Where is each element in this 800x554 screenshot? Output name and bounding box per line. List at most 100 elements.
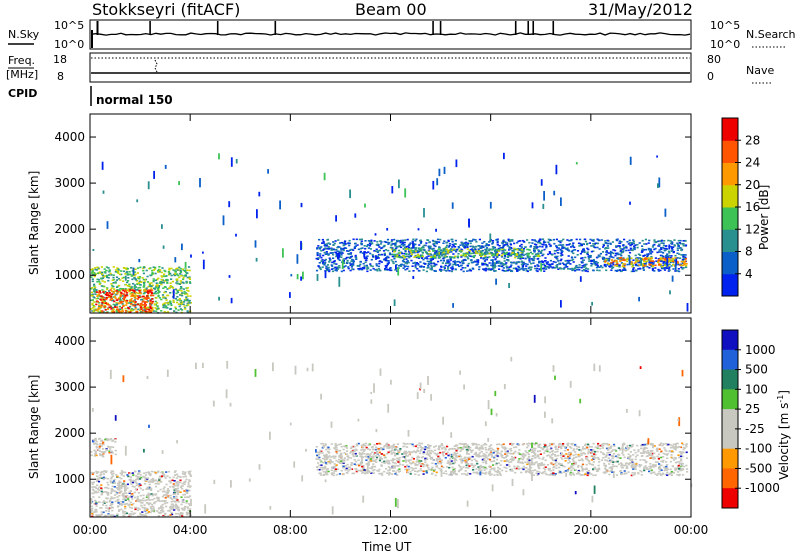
data-cell	[141, 506, 144, 509]
data-cell	[404, 261, 407, 264]
data-cell	[90, 505, 93, 508]
data-cell	[510, 264, 513, 266]
data-cell	[605, 269, 608, 272]
data-cell	[517, 247, 520, 250]
data-cell	[132, 479, 135, 482]
data-cell	[145, 298, 148, 301]
data-cell	[510, 254, 513, 257]
data-cell	[661, 267, 665, 270]
data-cell	[149, 311, 152, 313]
data-cell	[150, 285, 153, 287]
data-cell	[346, 459, 349, 461]
data-cell	[391, 253, 394, 256]
data-cell	[542, 241, 546, 244]
data-cell	[160, 509, 163, 512]
data-cell	[103, 302, 106, 304]
data-cell	[574, 256, 577, 259]
data-cell	[189, 295, 192, 297]
data-cell	[146, 486, 149, 489]
data-cell	[98, 311, 101, 313]
data-cell	[346, 472, 349, 474]
data-cell	[516, 241, 519, 244]
data-cell	[352, 259, 355, 266]
data-cell	[609, 266, 612, 268]
data-cell	[316, 454, 319, 457]
data-cell	[383, 244, 386, 247]
data-cell	[590, 262, 593, 265]
data-cell	[186, 289, 189, 292]
data-cell	[402, 245, 405, 247]
data-cell	[589, 238, 592, 241]
data-cell	[502, 240, 505, 243]
data-cell	[528, 261, 531, 263]
data-cell	[475, 261, 478, 263]
data-cell	[124, 296, 127, 299]
data-cell	[573, 268, 576, 270]
data-cell	[644, 262, 647, 265]
data-cell	[157, 515, 160, 517]
data-cell	[493, 456, 496, 459]
data-cell	[102, 476, 106, 479]
data-cell	[646, 253, 649, 256]
data-cell	[157, 291, 160, 293]
data-cell	[183, 490, 186, 492]
data-cell	[605, 250, 608, 252]
data-cell	[528, 255, 531, 258]
data-cell	[328, 257, 331, 260]
data-cell	[155, 286, 158, 289]
power-colorbar-label: Power [dB]	[757, 185, 771, 250]
data-cell	[466, 472, 470, 475]
data-cell	[555, 265, 558, 267]
data-cell	[149, 300, 152, 302]
data-cell	[386, 241, 389, 244]
data-cell	[439, 268, 442, 271]
data-cell	[547, 238, 550, 241]
data-cell	[670, 265, 673, 267]
data-cell	[641, 248, 644, 250]
data-cell	[526, 248, 529, 251]
data-cell	[369, 252, 372, 255]
data-cell	[111, 279, 114, 281]
data-cell	[147, 311, 150, 313]
data-cell	[392, 262, 395, 265]
data-cell	[651, 246, 654, 248]
data-cell	[630, 270, 633, 273]
data-cell	[132, 304, 135, 307]
data-cell	[374, 233, 377, 236]
data-cell	[618, 246, 622, 248]
data-cell	[412, 270, 415, 272]
data-cell	[134, 470, 137, 473]
data-cell	[617, 245, 620, 247]
data-cell	[126, 495, 129, 497]
data-cell	[648, 470, 651, 473]
data-cell	[173, 274, 176, 277]
data-cell	[111, 470, 115, 473]
data-cell	[396, 254, 399, 256]
data-cell	[666, 258, 669, 267]
data-cell	[520, 246, 523, 248]
data-cell	[545, 268, 548, 270]
data-cell	[532, 259, 535, 262]
data-cell	[553, 190, 556, 196]
data-cell	[188, 269, 191, 272]
data-cell	[151, 309, 154, 311]
data-cell	[158, 500, 161, 502]
data-cell	[472, 256, 475, 259]
data-cell	[137, 282, 140, 284]
data-cell	[176, 273, 179, 275]
data-cell	[449, 259, 452, 261]
data-cell	[100, 273, 104, 275]
data-cell	[581, 446, 585, 448]
data-cell	[167, 489, 170, 492]
data-cell	[338, 276, 341, 287]
data-cell	[101, 280, 104, 282]
data-cell	[185, 282, 188, 284]
data-cell	[406, 238, 409, 241]
data-cell	[144, 499, 147, 502]
data-cell	[422, 266, 426, 268]
data-cell	[673, 245, 676, 247]
data-cell	[108, 292, 111, 294]
data-cell	[174, 297, 177, 300]
data-cell	[116, 487, 119, 489]
data-cell	[156, 480, 159, 483]
